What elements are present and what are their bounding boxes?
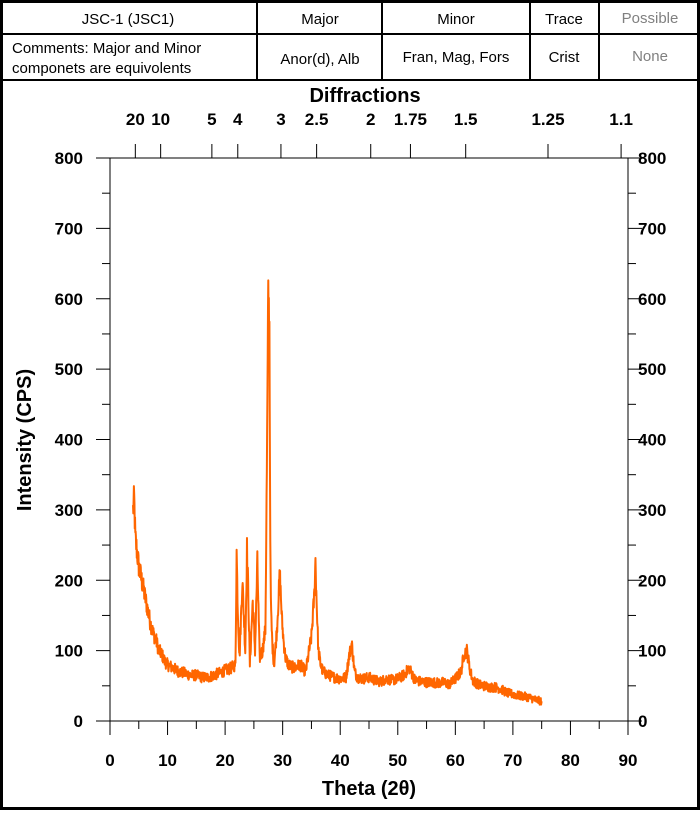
x-tick-label: 30 [273,751,292,770]
top-tick-label: 10 [151,110,170,129]
x-tick-label: 10 [158,751,177,770]
y-tick-label-right: 300 [638,501,666,520]
major-column-header: Major [301,11,339,28]
sample-name: JSC-1 (JSC1) [82,11,175,28]
top-tick-label: 20 [126,110,145,129]
possible-column-header: Possible [622,10,679,27]
y-tick-label-left: 100 [55,642,83,661]
trace-column-header: Trace [545,11,583,28]
y-tick-label-left: 0 [74,712,83,731]
series-layer [132,279,543,706]
y-tick-label-left: 400 [55,431,83,450]
comments-line-1: Comments: Major and Minor [12,40,201,57]
y-tick-label-right: 800 [638,149,666,168]
x-tick-label: 70 [503,751,522,770]
x-tick-label: 40 [331,751,350,770]
top-tick-label: 3 [276,110,285,129]
comments-line-2: componets are equivolents [12,60,191,77]
y-tick-label-right: 0 [638,712,647,731]
y-tick-label-right: 500 [638,360,666,379]
trace-value: Crist [549,49,581,66]
y-tick-label-right: 100 [638,642,666,661]
y-tick-label-right: 400 [638,431,666,450]
top-tick-label: 1.25 [531,110,564,129]
top-tick-label: 2 [366,110,375,129]
y-tick-label-left: 300 [55,501,83,520]
top-axis-title: Diffractions [309,85,420,107]
y-tick-label-left: 800 [55,149,83,168]
plot-area [109,157,629,722]
major-value: Anor(d), Alb [280,51,359,68]
possible-value: None [632,48,668,65]
x-tick-label: 80 [561,751,580,770]
top-tick-label: 1.1 [609,110,633,129]
minor-column-header: Minor [437,11,475,28]
top-tick-label: 1.5 [454,110,478,129]
top-tick-label: 1.75 [394,110,427,129]
y-tick-label-right: 600 [638,290,666,309]
x-tick-label: 50 [388,751,407,770]
y-tick-label-left: 200 [55,571,83,590]
header-table [1,1,699,81]
x-tick-label: 20 [216,751,235,770]
y-tick-label-left: 500 [55,360,83,379]
y-axis-title: Intensity (CPS) [14,369,36,511]
top-tick-label: 2.5 [305,110,329,129]
y-tick-label-right: 700 [638,219,666,238]
y-tick-label-left: 600 [55,290,83,309]
y-tick-label-right: 200 [638,571,666,590]
series-line [132,279,543,706]
y-tick-label-left: 700 [55,219,83,238]
x-tick-label: 0 [105,751,114,770]
top-tick-label: 5 [207,110,216,129]
x-axis-title: Theta (2θ) [322,778,416,800]
x-tick-label: 60 [446,751,465,770]
x-tick-label: 90 [619,751,638,770]
minor-value: Fran, Mag, Fors [403,49,510,66]
top-tick-label: 4 [233,110,243,129]
